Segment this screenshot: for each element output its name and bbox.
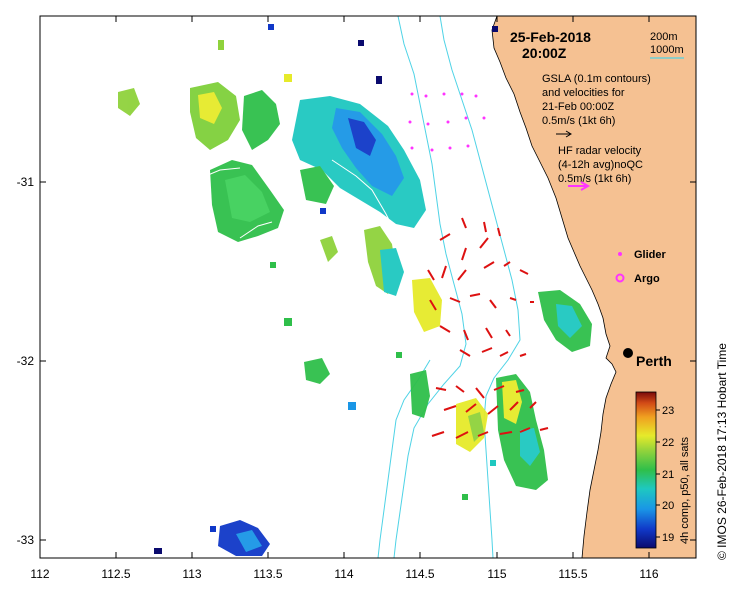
glider-legend-label: Glider bbox=[634, 249, 667, 261]
x-tick-label: 114.5 bbox=[405, 567, 434, 581]
y-axis bbox=[40, 181, 696, 541]
legend-200m: 200m bbox=[650, 31, 678, 43]
y-tick-label: -31 bbox=[17, 175, 35, 189]
argo-legend-label: Argo bbox=[634, 273, 660, 285]
perth-marker bbox=[623, 348, 633, 358]
city-label: Perth bbox=[636, 353, 672, 369]
glider-legend-dot bbox=[618, 252, 622, 256]
colorbar-tick-label: 19 bbox=[662, 532, 674, 544]
hf-scale: 0.5m/s (1kt 6h) bbox=[558, 173, 631, 185]
date-label: 25-Feb-2018 bbox=[510, 29, 591, 45]
x-tick-label: 113 bbox=[182, 567, 201, 581]
colorbar-tick-label: 21 bbox=[662, 469, 674, 481]
gsla-line3: 21-Feb 00:00Z bbox=[542, 101, 614, 113]
x-tick-label: 116 bbox=[639, 567, 658, 581]
gsla-line1: GSLA (0.1m contours) bbox=[542, 73, 651, 85]
gsla-line2: and velocities for bbox=[542, 87, 625, 99]
colorbar bbox=[635, 391, 657, 549]
isobath-200m bbox=[439, 16, 521, 558]
x-tick-label: 114 bbox=[334, 567, 353, 581]
x-tick-label: 113.5 bbox=[253, 567, 282, 581]
sst-field bbox=[118, 82, 592, 556]
time-label: 20:00Z bbox=[522, 45, 567, 61]
x-tick-label: 115 bbox=[487, 567, 506, 581]
glider-track bbox=[408, 92, 486, 152]
credit-label: © IMOS 26-Feb-2018 17:13 Hobart Time bbox=[715, 343, 729, 560]
x-axis bbox=[39, 16, 650, 558]
x-tick-labels: 112 112.5 113 113.5 114 114.5 115 115.5 … bbox=[30, 567, 658, 581]
hf-scale-arrow bbox=[568, 181, 591, 191]
hf-radar-arrows bbox=[427, 217, 549, 439]
colorbar-title: 4h comp, p50, all sats bbox=[679, 436, 691, 544]
colorbar-ticks bbox=[656, 409, 660, 538]
gsla-scale: 0.5m/s (1kt 6h) bbox=[542, 115, 615, 127]
x-tick-label: 112 bbox=[30, 567, 49, 581]
sst-pixels bbox=[154, 24, 498, 554]
hf-line1: HF radar velocity bbox=[558, 145, 642, 157]
gsla-contours bbox=[195, 159, 393, 239]
y-tick-labels: -31 -32 -33 bbox=[17, 175, 35, 547]
colorbar-tick-label: 22 bbox=[662, 437, 674, 449]
colorbar-tick-label: 23 bbox=[662, 405, 674, 417]
colorbar-tick-label: 20 bbox=[662, 500, 674, 512]
gsla-scale-arrow bbox=[556, 130, 572, 138]
x-tick-label: 115.5 bbox=[558, 567, 587, 581]
plot-frame bbox=[39, 15, 697, 559]
y-tick-label: -32 bbox=[17, 354, 35, 368]
y-tick-label: -33 bbox=[17, 533, 35, 547]
legend-1000m: 1000m bbox=[650, 44, 684, 56]
hf-line2: (4-12h avg)noQC bbox=[558, 159, 643, 171]
x-tick-label: 112.5 bbox=[101, 567, 130, 581]
isobath-1000m bbox=[393, 16, 467, 558]
argo-legend-icon bbox=[615, 273, 625, 283]
